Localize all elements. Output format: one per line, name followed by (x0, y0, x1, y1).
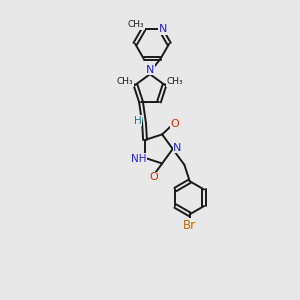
Text: N: N (159, 24, 167, 34)
Text: Br: Br (183, 219, 196, 232)
Text: CH₃: CH₃ (117, 77, 134, 86)
Text: CH₃: CH₃ (167, 77, 183, 86)
Text: H: H (134, 116, 142, 126)
Text: O: O (149, 172, 158, 182)
Text: NH: NH (130, 154, 146, 164)
Text: N: N (173, 143, 182, 153)
Text: CH₃: CH₃ (128, 20, 145, 29)
Text: O: O (170, 119, 179, 129)
Text: N: N (146, 64, 154, 74)
